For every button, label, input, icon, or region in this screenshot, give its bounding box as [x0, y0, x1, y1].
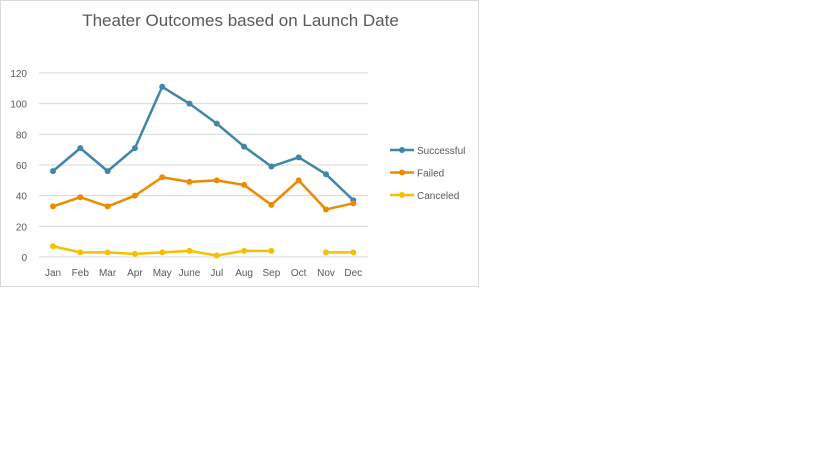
legend-item-successful: Successful	[390, 146, 465, 157]
series-canceled	[50, 243, 357, 259]
data-point	[268, 247, 275, 254]
x-tick-label: Nov	[317, 268, 335, 279]
data-point	[323, 171, 329, 178]
chart-title: Theater Outcomes based on Launch Date	[82, 11, 399, 30]
y-tick-label: 60	[16, 161, 28, 172]
data-point	[213, 120, 220, 127]
legend-marker	[399, 147, 405, 153]
y-tick-label: 120	[10, 69, 27, 80]
x-tick-label: Apr	[127, 268, 143, 279]
data-point	[268, 201, 275, 208]
data-point	[186, 247, 193, 254]
y-tick-label: 40	[16, 192, 28, 203]
chart-container: Theater Outcomes based on Launch Date 0 2…	[0, 0, 479, 287]
data-point	[159, 174, 166, 181]
legend-label: Successful	[417, 146, 465, 157]
x-tick-label: June	[179, 268, 201, 279]
x-tick-label: Jul	[210, 268, 223, 279]
data-point	[241, 247, 248, 254]
data-point	[241, 143, 248, 150]
legend-item-canceled: Canceled	[390, 191, 459, 202]
data-point	[213, 252, 220, 259]
legend-marker	[399, 169, 405, 176]
data-point	[50, 168, 56, 175]
x-tick-label: Sep	[263, 268, 281, 279]
x-tick-label: Dec	[344, 268, 362, 279]
data-point	[350, 249, 357, 256]
gridlines	[39, 72, 368, 258]
data-point	[104, 168, 111, 175]
data-point	[350, 200, 357, 207]
data-point	[213, 177, 220, 184]
legend-marker	[399, 192, 405, 198]
data-point	[131, 145, 138, 152]
x-tick-label: Oct	[291, 268, 307, 279]
series-line	[52, 245, 354, 257]
data-point	[104, 203, 111, 210]
legend: Successful Failed Canceled	[390, 146, 465, 202]
series-line	[52, 85, 355, 202]
data-point	[77, 194, 84, 201]
data-point	[323, 206, 329, 213]
data-point	[295, 154, 302, 161]
x-axis-ticks: Jan Feb Mar Apr May June Jul Aug Sep Oct Nov Dec	[45, 268, 362, 279]
data-point	[131, 192, 138, 199]
data-point	[186, 178, 193, 185]
data-point	[323, 249, 329, 256]
data-point	[268, 163, 275, 170]
line-chart: 0 20 40 60 80 100 120 Jan Feb Mar Apr May June Jul Au…	[10, 69, 465, 279]
series-line	[52, 176, 354, 211]
data-point	[159, 249, 166, 256]
data-point	[104, 249, 111, 256]
y-tick-label: 0	[21, 253, 27, 264]
data-point	[159, 83, 166, 90]
legend-label: Canceled	[417, 191, 459, 202]
y-tick-label: 80	[16, 130, 28, 141]
data-point	[186, 100, 193, 107]
data-point	[295, 177, 302, 184]
legend-item-failed: Failed	[390, 169, 444, 180]
y-tick-label: 100	[10, 100, 27, 111]
data-point	[77, 249, 84, 256]
data-point	[50, 243, 56, 250]
y-tick-label: 20	[16, 222, 28, 233]
y-axis-ticks: 0 20 40 60 80 100 120	[10, 69, 27, 264]
series-successful	[50, 83, 357, 204]
data-point	[77, 145, 84, 152]
x-tick-label: Aug	[235, 268, 253, 279]
x-tick-label: Mar	[99, 268, 117, 279]
data-point	[241, 181, 248, 188]
x-tick-label: Feb	[72, 268, 90, 279]
series-failed	[50, 174, 357, 213]
data-point	[131, 250, 138, 257]
series-lines	[50, 83, 357, 259]
data-point	[50, 203, 56, 210]
x-tick-label: May	[153, 268, 172, 279]
legend-label: Failed	[417, 169, 444, 180]
x-tick-label: Jan	[45, 268, 61, 279]
